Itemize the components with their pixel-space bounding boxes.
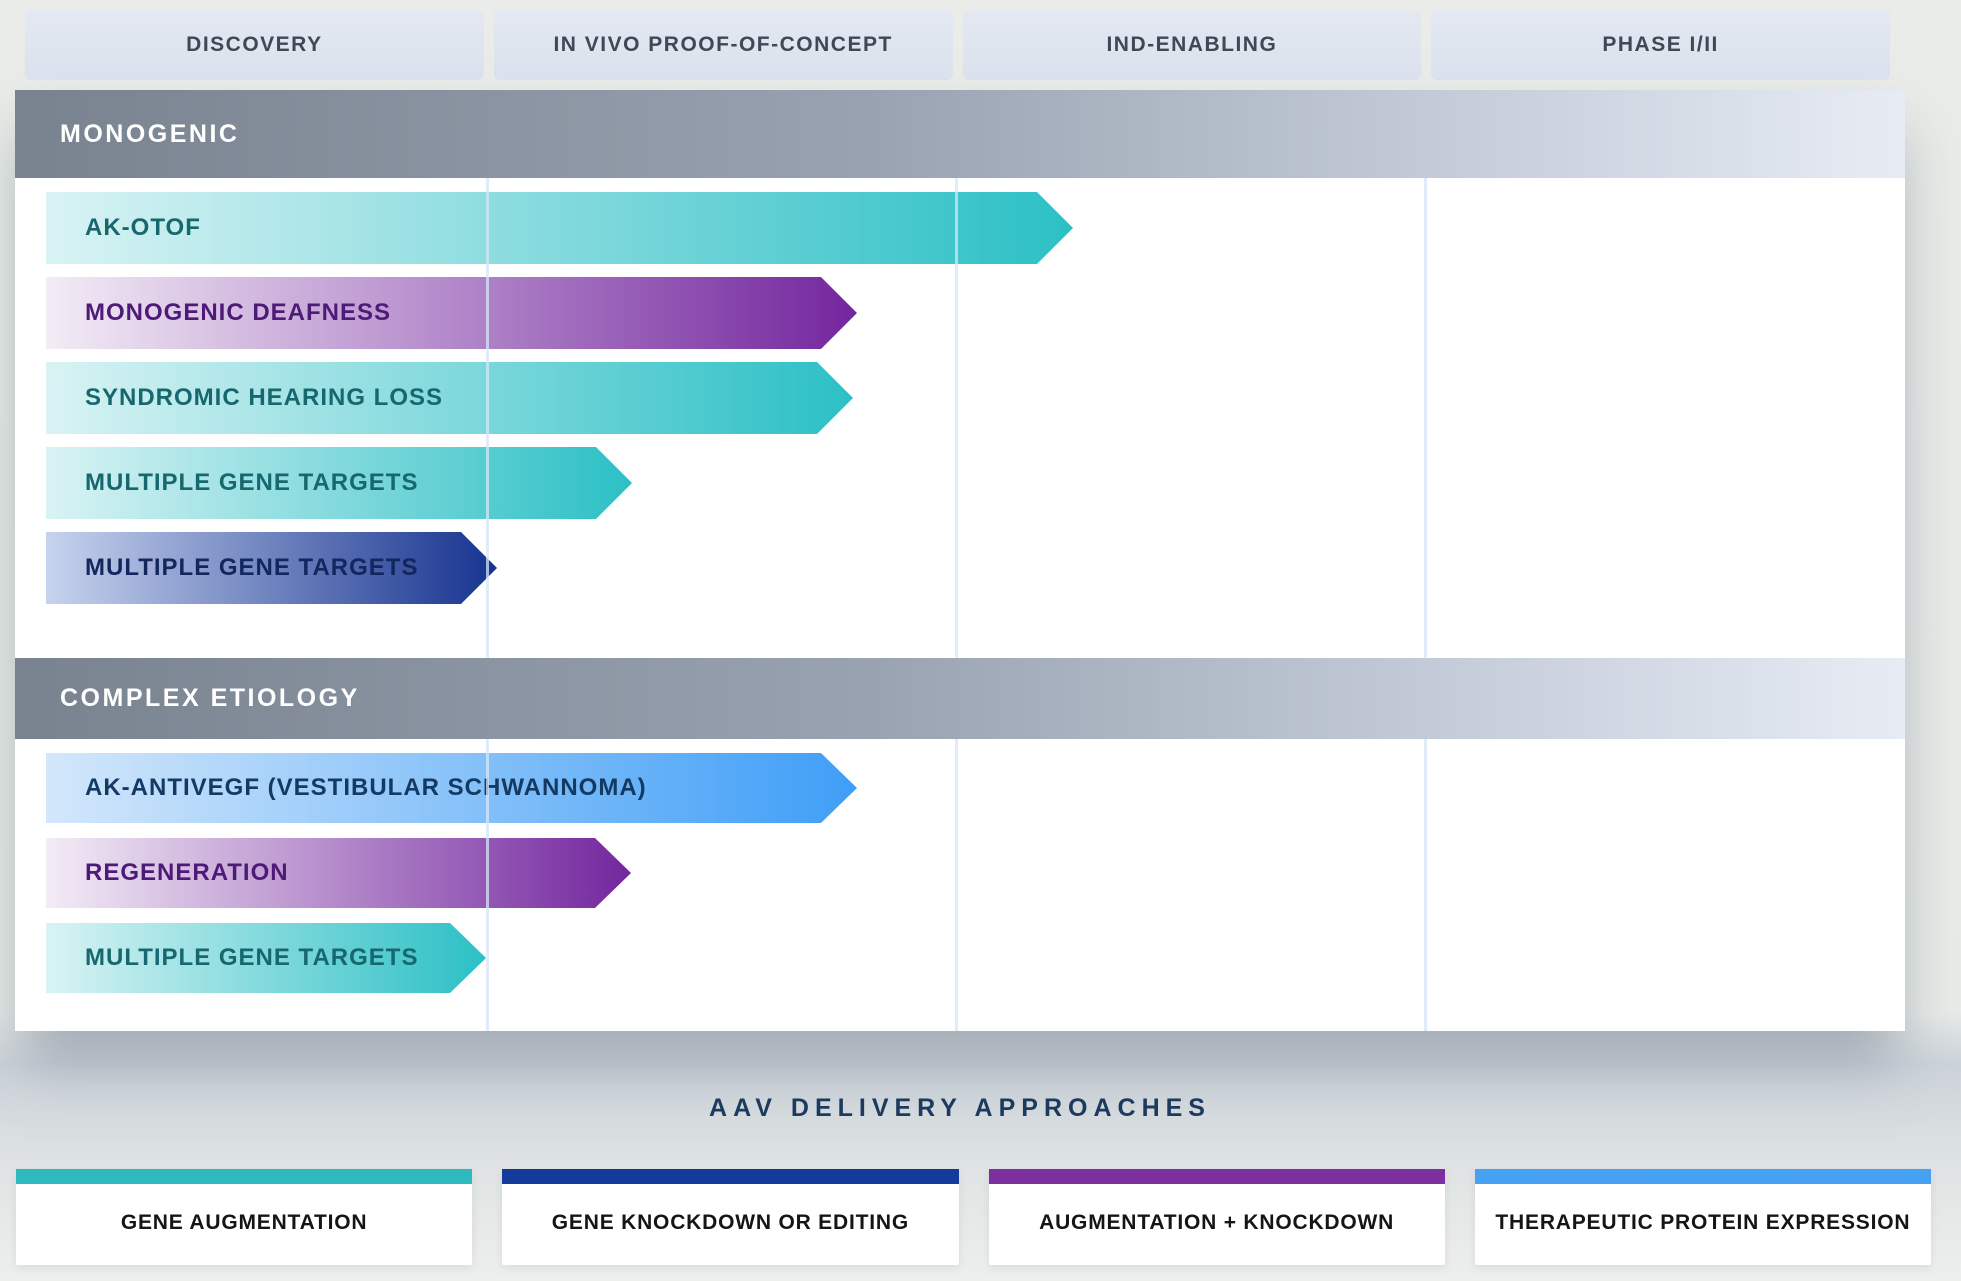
- pipeline-bar: AK-ANTIVEGF (VESTIBULAR SCHWANNOMA): [46, 753, 857, 823]
- legend-title: AAV DELIVERY APPROACHES: [709, 1094, 1211, 1122]
- approach-legend: GENE AUGMENTATION GENE KNOCKDOWN OR EDITI…: [16, 1169, 1931, 1265]
- stage-gridline: [955, 739, 958, 1031]
- stage-tab-label: PHASE I/II: [1602, 33, 1719, 56]
- section-band: MONOGENIC: [15, 90, 1905, 178]
- legend-color-strip: [988, 1169, 1445, 1184]
- legend-item-label: GENE AUGMENTATION: [120, 1211, 368, 1234]
- legend-item-label: GENE KNOCKDOWN OR EDITING: [551, 1211, 909, 1234]
- pipeline-bar: MULTIPLE GENE TARGETS: [46, 447, 632, 519]
- stage-gridline: [486, 178, 489, 658]
- legend-item: GENE KNOCKDOWN OR EDITING: [502, 1169, 959, 1265]
- stage-tab-label: IND-ENABLING: [1106, 33, 1278, 56]
- section-title: MONOGENIC: [60, 119, 240, 148]
- stage-gridline: [1424, 739, 1427, 1031]
- legend-item-label: AUGMENTATION + KNOCKDOWN: [1039, 1211, 1395, 1234]
- program-label: AK-ANTIVEGF (VESTIBULAR SCHWANNOMA): [85, 774, 647, 801]
- section-rows: AK-OTOF MONOGENIC DEAFNESS SYNDROMIC HEARI…: [15, 178, 1905, 658]
- stage-gridline: [486, 739, 489, 1031]
- stage-tab-label: DISCOVERY: [186, 33, 323, 56]
- legend-color-strip: [502, 1169, 959, 1184]
- section-band: COMPLEX ETIOLOGY: [15, 658, 1905, 739]
- section-rows: AK-ANTIVEGF (VESTIBULAR SCHWANNOMA) REGEN…: [15, 739, 1905, 1031]
- stage-tab: DISCOVERY: [25, 10, 484, 80]
- pipeline-bar: MONOGENIC DEAFNESS: [46, 277, 857, 349]
- stage-tab-label: IN VIVO PROOF-OF-CONCEPT: [553, 33, 893, 56]
- legend-color-strip: [16, 1169, 473, 1184]
- pipeline-bar: MULTIPLE GENE TARGETS: [46, 923, 486, 993]
- stage-tab: IN VIVO PROOF-OF-CONCEPT: [493, 10, 953, 80]
- legend-item: GENE AUGMENTATION: [16, 1169, 473, 1265]
- program-label: SYNDROMIC HEARING LOSS: [85, 384, 444, 411]
- pipeline-bar: REGENERATION: [46, 838, 631, 908]
- pipeline-bar: MULTIPLE GENE TARGETS: [46, 532, 497, 604]
- program-label: MULTIPLE GENE TARGETS: [85, 469, 419, 496]
- pipeline-table: MONOGENIC AK-OTOF MONOGENIC DEAFNESS SYNDRO…: [15, 90, 1905, 1031]
- stage-gridline: [955, 178, 958, 658]
- section-title: COMPLEX ETIOLOGY: [60, 684, 360, 712]
- legend-color-strip: [1474, 1169, 1931, 1184]
- program-label: AK-OTOF: [85, 214, 201, 241]
- stage-tab: PHASE I/II: [1431, 10, 1890, 80]
- legend-item: AUGMENTATION + KNOCKDOWN: [988, 1169, 1445, 1265]
- stage-gridline: [1424, 178, 1427, 658]
- program-label: MONOGENIC DEAFNESS: [85, 299, 392, 326]
- legend-item: THERAPEUTIC PROTEIN EXPRESSION: [1474, 1169, 1931, 1265]
- pipeline-bar: AK-OTOF: [46, 192, 1073, 264]
- pipeline-bar: SYNDROMIC HEARING LOSS: [46, 362, 853, 434]
- program-label: MULTIPLE GENE TARGETS: [85, 944, 419, 971]
- legend-item-label: THERAPEUTIC PROTEIN EXPRESSION: [1495, 1211, 1911, 1234]
- stage-header-row: DISCOVERY IN VIVO PROOF-OF-CONCEPT IND-ENA…: [25, 10, 1890, 80]
- stage-tab: IND-ENABLING: [962, 10, 1422, 80]
- program-label: MULTIPLE GENE TARGETS: [85, 554, 419, 581]
- program-label: REGENERATION: [85, 859, 289, 886]
